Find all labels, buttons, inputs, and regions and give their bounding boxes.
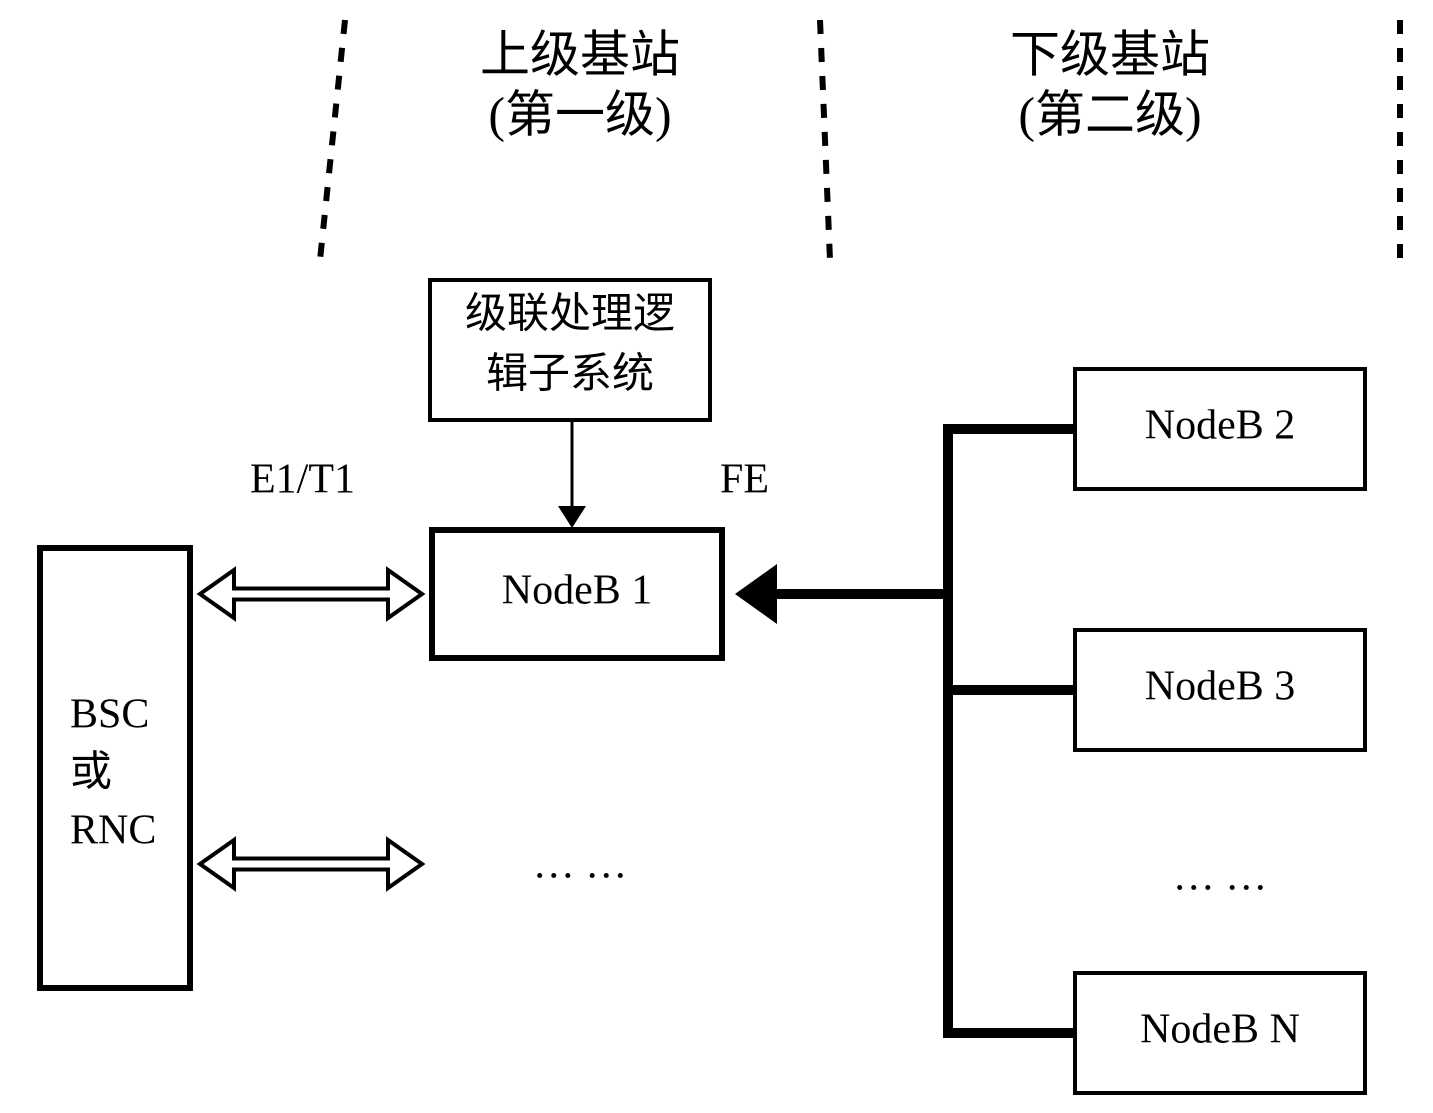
svg-text:RNC: RNC [70, 808, 156, 854]
header-upper-line1: 上级基站 [480, 26, 680, 82]
svg-text:… …: … … [1173, 854, 1268, 900]
svg-text:辑子系统: 辑子系统 [486, 352, 654, 398]
label-e1t1: E1/T1 [250, 457, 355, 503]
header-lower-line2: (第二级) [1018, 86, 1201, 142]
svg-text:级联处理逻: 级联处理逻 [465, 292, 675, 338]
svg-text:NodeB 3: NodeB 3 [1145, 664, 1296, 710]
svg-text:… …: … … [533, 842, 628, 888]
svg-text:BSC: BSC [70, 692, 149, 738]
label-fe: FE [720, 457, 769, 503]
svg-text:NodeB N: NodeB N [1140, 1007, 1300, 1053]
controller-box [40, 548, 190, 988]
svg-text:NodeB 2: NodeB 2 [1145, 403, 1296, 449]
svg-text:或: 或 [70, 750, 112, 796]
header-upper-line2: (第一级) [488, 86, 671, 142]
svg-text:NodeB 1: NodeB 1 [502, 568, 653, 614]
header-lower-line1: 下级基站 [1010, 26, 1210, 82]
